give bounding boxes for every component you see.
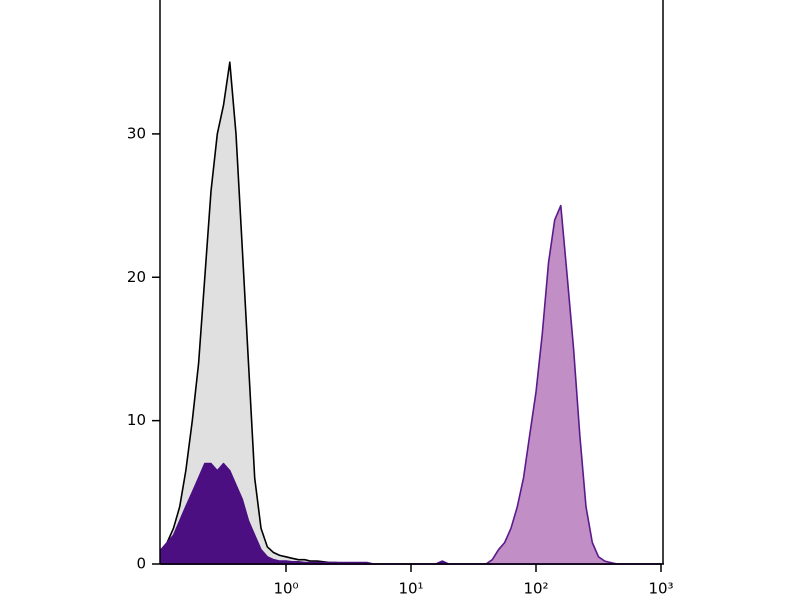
x-tick-label: 10² [523,580,548,598]
y-tick-label: 30 [127,124,146,142]
x-tick-label: 10³ [648,580,673,598]
y-tick-label: 0 [136,555,146,573]
x-tick-label: 10⁰ [273,580,298,598]
y-tick-label: 10 [127,411,146,429]
x-tick-label: 10¹ [398,580,423,598]
y-tick-label: 20 [127,268,146,286]
